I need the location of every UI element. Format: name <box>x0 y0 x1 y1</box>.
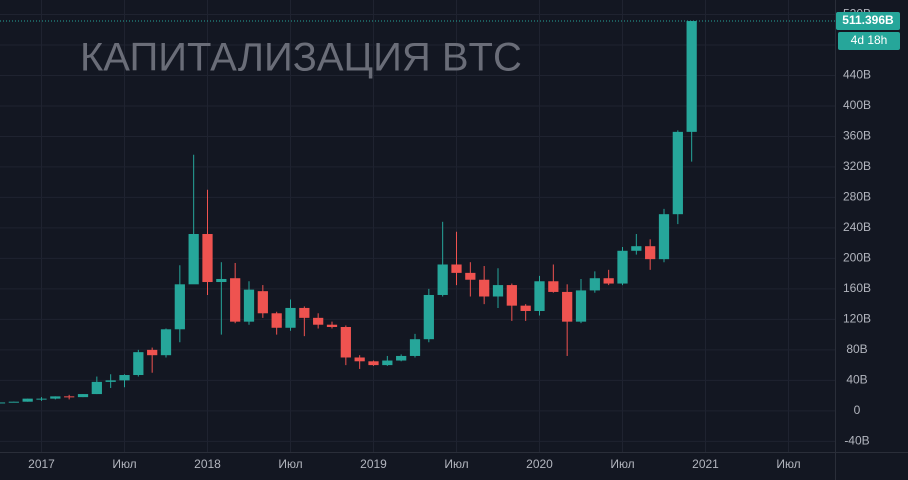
candle-body <box>548 281 559 292</box>
candle-body <box>603 278 614 284</box>
x-tick-label: 2020 <box>526 457 553 471</box>
candle-body <box>409 339 421 356</box>
y-tick-label: 240B <box>843 220 871 234</box>
candle-body <box>160 329 172 356</box>
x-tick-label: Июл <box>444 457 468 471</box>
candle-body <box>91 381 102 395</box>
candle-body <box>202 234 213 283</box>
candle-body <box>285 307 296 328</box>
x-tick-label: Июл <box>610 457 634 471</box>
candle-body <box>465 272 476 280</box>
y-tick-label: 0 <box>854 403 861 417</box>
candle-body <box>368 361 379 366</box>
y-tick-label: 280B <box>843 190 871 204</box>
candle-body <box>520 305 531 311</box>
candle-body <box>451 264 462 273</box>
candle-body <box>243 289 255 322</box>
candle-body <box>506 285 517 306</box>
x-tick-label: Июл <box>112 457 136 471</box>
y-tick-label: 320B <box>843 159 871 173</box>
countdown-box <box>838 32 900 51</box>
candle-body <box>423 294 434 340</box>
candle-body <box>77 394 89 398</box>
x-tick-label: 2019 <box>360 457 387 471</box>
y-tick-label: 200B <box>843 251 871 265</box>
candle-body <box>396 355 407 361</box>
y-tick-label: 80B <box>846 342 867 356</box>
candle-body <box>658 214 670 260</box>
candle-body <box>188 234 199 285</box>
grid <box>0 0 835 452</box>
x-tick-label: Июл <box>776 457 800 471</box>
candle-body <box>382 360 393 366</box>
y-tick-label: 440B <box>843 68 871 82</box>
candle-body <box>492 285 504 297</box>
candle-body <box>479 279 490 297</box>
candle-body <box>0 402 6 404</box>
candles <box>0 20 835 404</box>
candle-body <box>119 375 130 381</box>
candle-body <box>575 290 587 322</box>
candle-body <box>64 396 75 398</box>
candle-body <box>230 278 241 322</box>
candle-body <box>216 278 227 283</box>
candle-body <box>617 250 628 284</box>
candle-body <box>326 324 338 327</box>
x-tick-label: 2017 <box>28 457 55 471</box>
chart-title: КАПИТАЛИЗАЦИЯ BTC <box>80 36 522 80</box>
candle-body <box>257 291 268 314</box>
candle-body <box>672 131 683 215</box>
axis-labels: 2017 Июл 2018 Июл 2019 Июл 2020 Июл 2021 Июл -40B 0… <box>28 7 900 471</box>
y-tick-label: 400B <box>843 98 871 112</box>
candle-body <box>313 317 324 325</box>
candle-body <box>22 398 33 402</box>
candle-body <box>271 313 282 328</box>
y-tick-label: 360B <box>843 129 871 143</box>
candle-body <box>354 357 365 362</box>
x-tick-label: 2021 <box>692 457 719 471</box>
last-price-label: 511.396B <box>842 13 894 27</box>
x-tick-label: 2018 <box>194 457 221 471</box>
candle-body <box>36 398 47 400</box>
candle-body <box>562 291 573 322</box>
candle-body <box>133 352 144 376</box>
candle-body <box>631 246 642 251</box>
candle-body <box>50 396 61 399</box>
candle-body <box>8 401 19 403</box>
candle-body <box>437 264 448 295</box>
countdown-label: 4d 18h <box>851 33 888 47</box>
y-tick-label: -40B <box>844 434 869 448</box>
candle-body <box>299 307 310 318</box>
candle-body <box>147 349 158 356</box>
candle-body <box>534 281 545 311</box>
candle-body <box>340 326 351 358</box>
candle-body <box>645 246 656 260</box>
candle-body <box>105 380 116 382</box>
candle-body <box>174 284 185 330</box>
y-tick-label: 40B <box>846 373 867 387</box>
last-price-box <box>836 12 900 31</box>
candle-body <box>686 21 697 132</box>
candle-body <box>589 278 600 291</box>
y-tick-label: 120B <box>843 312 871 326</box>
x-tick-label: Июл <box>278 457 302 471</box>
y-tick-label: 160B <box>843 281 871 295</box>
